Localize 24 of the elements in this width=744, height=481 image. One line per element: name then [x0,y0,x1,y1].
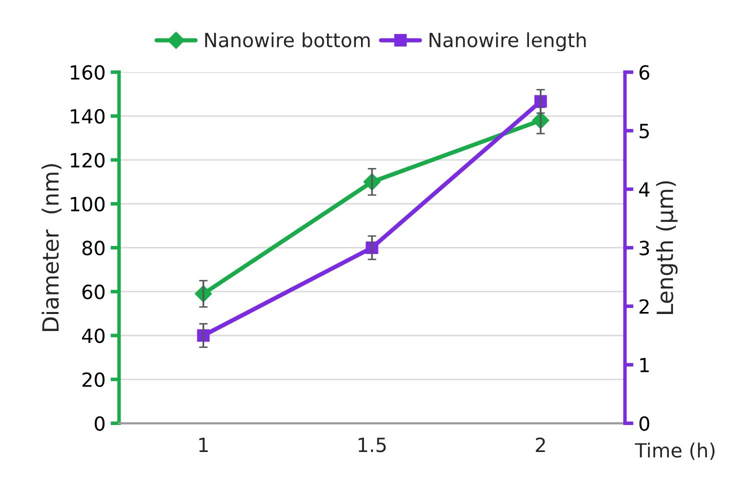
y2-axis-title: Length (µm) [656,181,678,314]
y-tick-label: 0 [94,416,105,431]
x-tick-label: 1.5 [358,438,386,452]
y-tick-label: 20 [82,372,105,388]
y-tick-label: 80 [82,240,105,256]
y-tick-label: 100 [70,196,105,212]
x-tick-label: 1 [199,438,208,452]
y2-tick-label: 2 [640,299,649,314]
y-axis-title: Diameter (nm) [42,164,62,332]
legend-label: Nanowire length [430,32,586,52]
y2-tick-label: 5 [640,124,649,138]
y-tick-label: 60 [82,284,105,300]
y2-tick-label: 6 [640,65,650,80]
x-tick-label: 2 [536,438,545,452]
y-tick-label: 40 [82,328,105,344]
y-tick-label: 140 [70,108,105,124]
legend-label: Nanowire bottom [205,32,370,48]
x-axis-title: Time (h) [634,442,715,460]
y-tick-label: 120 [70,152,105,168]
y2-tick-label: 0 [639,416,650,431]
y2-tick-label: 1 [640,358,649,372]
y2-tick-label: 4 [639,182,650,197]
y2-tick-label: 3 [640,240,649,256]
y-tick-label: 160 [70,65,105,80]
